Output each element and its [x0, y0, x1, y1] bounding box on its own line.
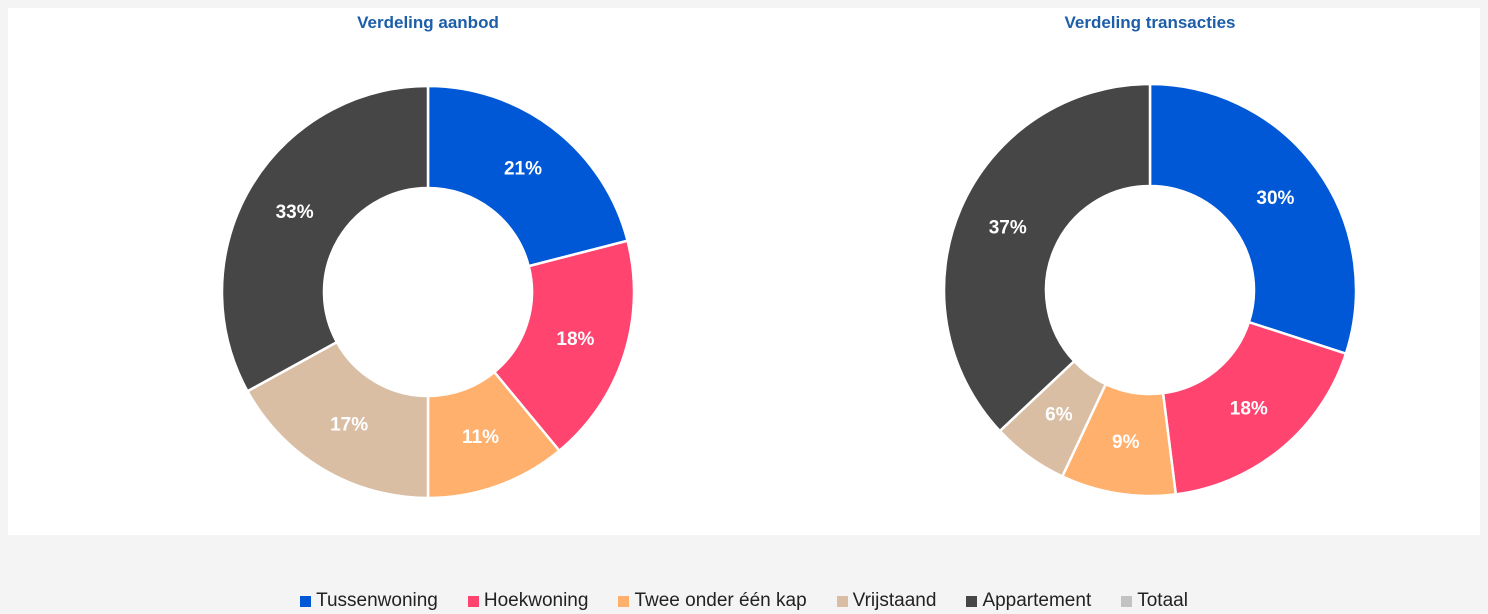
legend-label: Totaal [1137, 590, 1188, 611]
legend-swatch [618, 595, 630, 607]
data-label: 37% [989, 217, 1027, 238]
legend-item: Totaal [1121, 590, 1188, 612]
legend-item: Hoekwoning [467, 590, 589, 612]
slice [492, 239, 636, 453]
chart-title: Verdeling aanbod [357, 13, 499, 32]
legend-label: Twee onder één kap [634, 590, 807, 611]
data-label: 33% [276, 202, 314, 223]
chart-title: Verdeling transacties [1064, 13, 1235, 32]
data-label: 6% [1045, 404, 1073, 425]
data-label: 9% [1112, 432, 1140, 453]
legend-item: Twee onder één kap [618, 590, 807, 612]
slice [220, 84, 430, 393]
legend-swatch [300, 595, 312, 607]
legend-label: Vrijstaand [852, 590, 937, 611]
data-label: 18% [556, 329, 594, 350]
legend-swatch [1121, 595, 1133, 607]
slice [942, 82, 1152, 433]
legend-swatch [836, 595, 848, 607]
data-label: 30% [1256, 188, 1294, 209]
legend-swatch [966, 595, 978, 607]
data-label: 17% [330, 414, 368, 435]
slice [1161, 320, 1348, 496]
slice [245, 340, 430, 500]
legend-swatch [467, 595, 479, 607]
data-label: 21% [504, 159, 542, 180]
legend-label: Tussenwoning [316, 590, 438, 611]
legend-item: Appartement [966, 590, 1091, 612]
legend-label: Appartement [982, 590, 1092, 611]
legend-item: Vrijstaand [836, 590, 937, 612]
data-label: 11% [462, 427, 499, 448]
slice [426, 84, 630, 268]
charts: Verdeling aanbod 21% 18% 11% 17% 33% Verdeling… [8, 8, 1480, 535]
slice [1148, 82, 1358, 356]
data-label: 18% [1230, 398, 1268, 419]
legend-label: Hoekwoning [483, 590, 589, 611]
legend-item: Tussenwoning [300, 590, 438, 612]
legend: Tussenwoning Hoekwoning Twee onder één kap… [0, 590, 1488, 612]
